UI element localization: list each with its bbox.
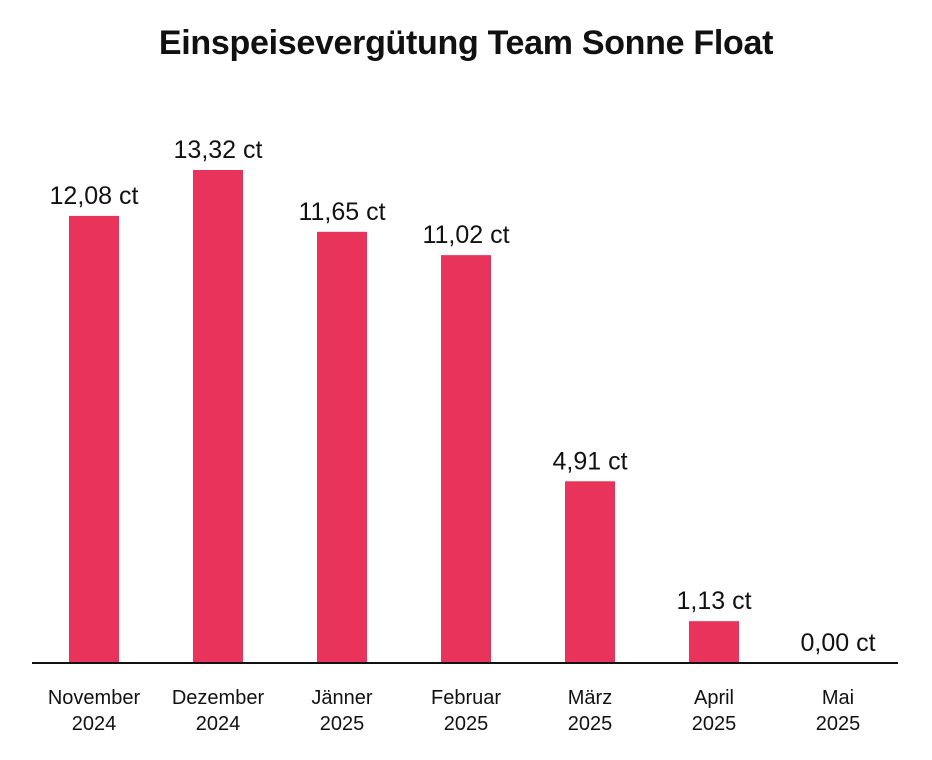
tick-label-month-4: März — [568, 687, 612, 709]
bar-0 — [69, 215, 119, 663]
value-label-2: 11,65 ct — [298, 198, 385, 226]
tick-label-month-1: Dezember — [172, 687, 265, 709]
tick-label-year-3: 2025 — [444, 713, 489, 735]
tick-label-year-4: 2025 — [568, 713, 613, 735]
tick-label-year-5: 2025 — [692, 713, 737, 735]
bar-5 — [689, 621, 739, 663]
tick-label-year-0: 2024 — [72, 713, 117, 735]
bar-3 — [441, 255, 491, 663]
bar-1 — [193, 170, 243, 663]
value-label-1: 13,32 ct — [174, 136, 263, 164]
tick-label-month-3: Februar — [431, 687, 501, 709]
bar-2 — [317, 231, 367, 663]
tick-label-month-0: November — [48, 687, 141, 709]
tick-label-month-2: Jänner — [311, 687, 372, 709]
bar-4 — [565, 481, 615, 663]
value-label-6: 0,00 ct — [800, 629, 875, 657]
tick-label-year-2: 2025 — [320, 713, 365, 735]
tick-label-year-1: 2024 — [196, 713, 241, 735]
tick-label-month-6: Mai — [822, 687, 854, 709]
chart-title: Einspeisevergütung Team Sonne Float — [158, 24, 774, 62]
value-label-5: 1,13 ct — [676, 587, 751, 615]
tick-label-month-5: April — [694, 687, 734, 709]
value-label-4: 4,91 ct — [552, 447, 627, 475]
value-label-0: 12,08 ct — [50, 182, 139, 210]
value-label-3: 11,02 ct — [422, 221, 509, 249]
tick-label-year-6: 2025 — [816, 713, 861, 735]
